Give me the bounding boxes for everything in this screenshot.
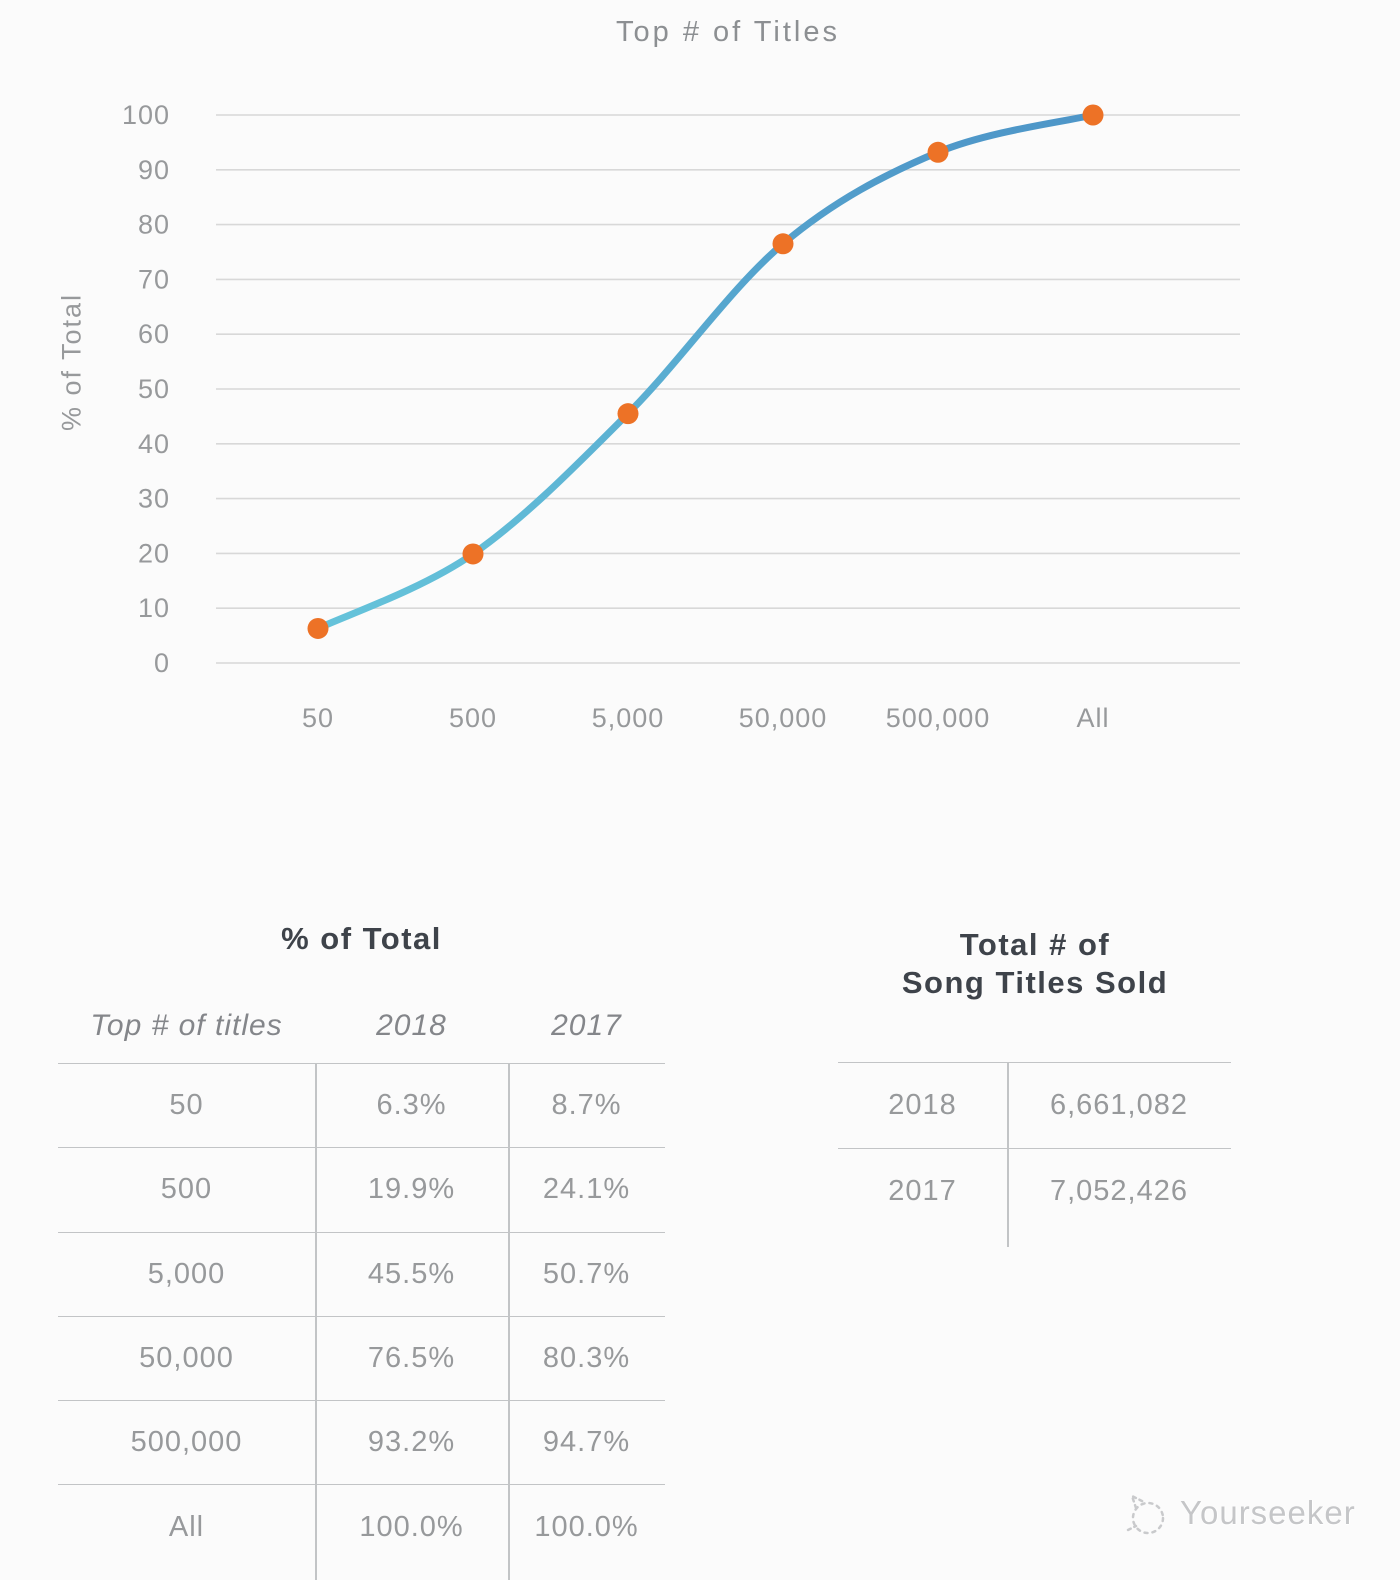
x-tick-label: All (1076, 703, 1109, 733)
x-tick-label: 5,000 (592, 703, 665, 733)
x-tick-label: 500,000 (886, 703, 991, 733)
y-tick-label: 100 (122, 100, 170, 130)
percent-table: 50 6.3% 8.7% 500 19.9% 24.1% 5,000 45.5%… (58, 1063, 665, 1580)
value-2017: 94.7% (542, 1426, 631, 1459)
value-2017: 24.1% (542, 1173, 631, 1206)
row-label: 5,000 (147, 1257, 226, 1290)
totals-table-title: Total # of Song Titles Sold (835, 926, 1235, 1002)
table-row: 2017 7,052,426 (838, 1148, 1231, 1234)
column-header-2017: 2017 (551, 1009, 622, 1042)
y-tick-label: 10 (138, 593, 170, 623)
value-2017: 100.0% (534, 1510, 639, 1543)
table-row: All 100.0% 100.0% (58, 1484, 665, 1568)
data-point-marker (1082, 104, 1104, 126)
titles-sold-value: 7,052,426 (1049, 1175, 1188, 1207)
value-2017: 8.7% (551, 1089, 622, 1122)
column-header-top-titles: Top # of titles (90, 1009, 283, 1042)
value-2018: 6.3% (376, 1089, 447, 1122)
year-label: 2017 (888, 1175, 957, 1207)
data-point-marker (927, 141, 949, 163)
y-tick-label: 60 (138, 319, 170, 349)
row-label: All (168, 1510, 205, 1543)
titles-sold-value: 6,661,082 (1049, 1089, 1188, 1121)
table-divider (508, 1063, 510, 1580)
row-label: 50 (169, 1089, 204, 1122)
y-tick-label: 0 (154, 648, 170, 678)
table-row: 50,000 76.5% 80.3% (58, 1315, 665, 1400)
totals-title-line2: Song Titles Sold (901, 965, 1169, 1000)
value-2018: 45.5% (367, 1257, 456, 1290)
chart-title: Top # of Titles (616, 16, 840, 48)
series-line-2018 (314, 111, 1097, 632)
y-tick-label: 80 (138, 210, 170, 240)
table-row: 5,000 45.5% 50.7% (58, 1231, 665, 1316)
watermark-label: Yourseeker (1180, 1494, 1356, 1531)
value-2018: 76.5% (367, 1342, 456, 1375)
value-2018: 100.0% (359, 1510, 464, 1543)
x-tick-label: 500 (449, 703, 497, 733)
table-row: 500,000 93.2% 94.7% (58, 1400, 665, 1484)
table-row: 50 6.3% 8.7% (58, 1063, 665, 1147)
x-tick-label: 50 (302, 703, 334, 733)
totals-table: 2018 6,661,082 2017 7,052,426 (838, 1062, 1231, 1247)
row-label: 50,000 (139, 1342, 234, 1375)
y-tick-label: 70 (138, 264, 170, 294)
line-chart: 0 10 20 30 40 50 60 70 80 90 100 50 500 5,000 50,000 50… (122, 100, 1240, 733)
data-point-marker (462, 543, 484, 565)
watermark: Yourseeker (1122, 1486, 1356, 1540)
table-divider (1007, 1062, 1009, 1247)
value-2018: 19.9% (367, 1173, 456, 1206)
table-row: 500 19.9% 24.1% (58, 1147, 665, 1231)
x-tick-label: 50,000 (739, 703, 828, 733)
y-tick-label: 90 (138, 155, 170, 185)
y-tick-label: 20 (138, 538, 170, 568)
totals-title-line1: Total # of (959, 927, 1111, 962)
data-point-marker (307, 617, 329, 639)
y-tick-label: 40 (138, 429, 170, 459)
value-2017: 80.3% (542, 1342, 631, 1375)
table-row: 2018 6,661,082 (838, 1062, 1231, 1148)
value-2018: 93.2% (367, 1426, 456, 1459)
y-tick-label: 30 (138, 484, 170, 514)
row-label: 500 (160, 1173, 213, 1206)
row-label: 500,000 (130, 1426, 243, 1459)
year-label: 2018 (888, 1089, 957, 1121)
data-point-marker (772, 233, 794, 255)
value-2017: 50.7% (542, 1257, 631, 1290)
column-header-2018: 2018 (376, 1009, 447, 1042)
table-divider (315, 1063, 317, 1580)
percent-table-column-headers: Top # of titles 2018 2017 (58, 1002, 665, 1050)
data-point-marker (617, 403, 639, 425)
yourseeker-logo-icon (1126, 1493, 1165, 1535)
percent-table-title: % of Total (281, 921, 442, 956)
y-tick-label: 50 (138, 374, 170, 404)
